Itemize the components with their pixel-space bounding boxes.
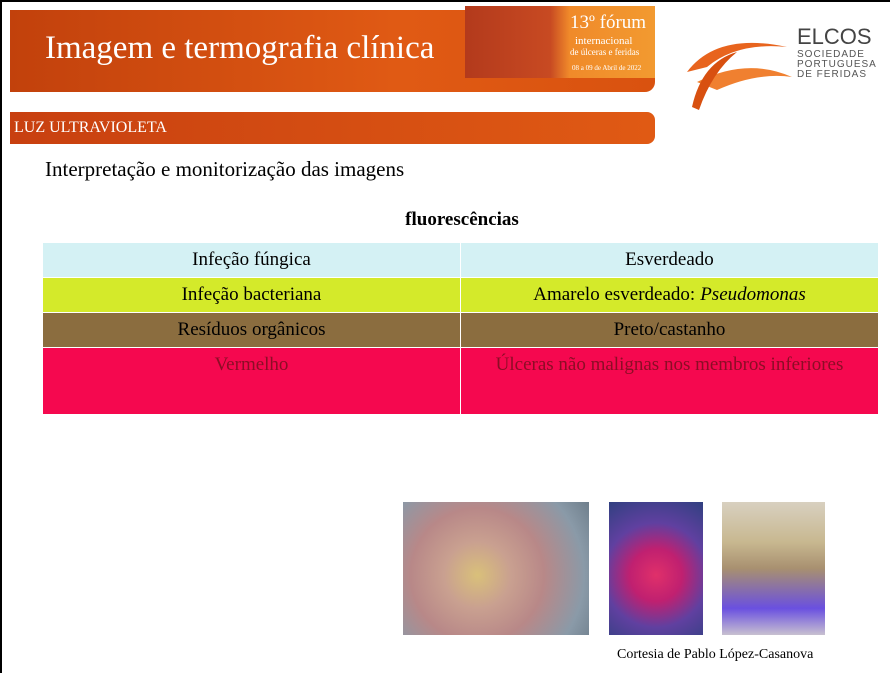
banner-text: 08 a 09 de Abril de 2022 (572, 64, 642, 72)
logo: ELCOS SOCIEDADE PORTUGUESA DE FERIDAS (677, 22, 877, 112)
cell: Infeção fúngica (42, 242, 461, 278)
cell: Resíduos orgânicos (42, 312, 461, 348)
cell-text: Amarelo esverdeado: (533, 284, 696, 305)
cell: Preto/castanho (460, 312, 879, 348)
table: Infeção fúngica Esverdeado Infeção bacter… (42, 242, 879, 415)
logo-subtitle: SOCIEDADE PORTUGUESA DE FERIDAS (797, 49, 877, 80)
row: Infeção fúngica Esverdeado (42, 242, 879, 278)
banner-text: 13º fórum (570, 12, 647, 33)
cell-italic: Pseudomonas (700, 284, 806, 305)
section-bar: LUZ ULTRAVIOLETA (10, 112, 655, 144)
event-banner: 13º fórum internacional de úlceras e fer… (465, 6, 655, 78)
banner-text: internacional (575, 35, 633, 47)
cell: Amarelo esverdeado: Pseudomonas (460, 277, 879, 313)
subtitle: Interpretação e monitorização das imagen… (45, 157, 405, 181)
photo (403, 502, 589, 635)
cell: Esverdeado (460, 242, 879, 278)
section-title: LUZ ULTRAVIOLETA (14, 119, 167, 136)
logo-name: ELCOS (797, 24, 872, 49)
table-title: fluorescências (405, 209, 519, 230)
row: Resíduos orgânicos Preto/castanho (42, 312, 879, 348)
cell: Vermelho (42, 347, 461, 415)
photo (609, 502, 703, 635)
cell: Úlceras não malignas nos membros inferio… (460, 347, 879, 415)
row: Infeção bacteriana Amarelo esverdeado: Pse… (42, 277, 879, 313)
logo-mark (687, 42, 792, 110)
cell: Infeção bacteriana (42, 277, 461, 313)
photo (722, 502, 825, 635)
caption: Cortesia de Pablo López-Casanova (617, 647, 814, 662)
row: Vermelho Úlceras não malignas nos membros… (42, 347, 879, 415)
title: Imagem e termografia clínica (45, 30, 435, 66)
banner-text: de úlceras e feridas (570, 47, 640, 57)
